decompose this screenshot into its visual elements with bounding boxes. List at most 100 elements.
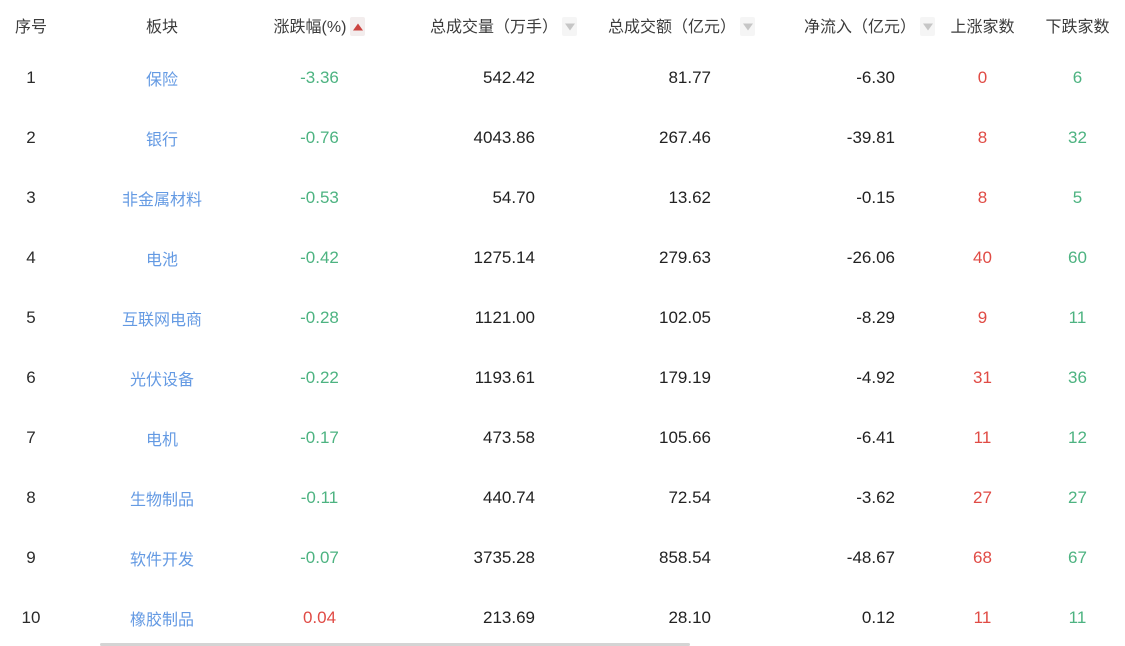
cell-net-inflow: -6.30 (856, 68, 895, 87)
sort-down-icon[interactable] (920, 17, 935, 37)
triangle-down-icon (742, 23, 753, 31)
column-header-label: 涨跌幅(%) (273, 18, 347, 36)
table-header: 序号 板块 涨跌幅(%) 总成交量（万手） 总成交额（亿元） 净流入（亿元） (0, 0, 1125, 48)
cell-index: 3 (26, 188, 36, 207)
cell-gainers: 11 (973, 608, 992, 627)
table-row: 3 非金属材料 -0.53 54.70 13.62 -0.15 8 5 (0, 168, 1125, 228)
column-header-label: 序号 (14, 19, 47, 36)
cell-volume: 3735.28 (473, 548, 535, 567)
sector-table-body: 1 保险 -3.36 542.42 81.77 -6.30 0 6 2 银行 -0.76 4043.8… (0, 48, 1125, 646)
header-row: 序号 板块 涨跌幅(%) 总成交量（万手） 总成交额（亿元） 净流入（亿元） (0, 0, 1125, 48)
table-row: 8 生物制品 -0.11 440.74 72.54 -3.62 27 27 (0, 468, 1125, 528)
cell-index: 2 (26, 128, 36, 147)
table-row: 2 银行 -0.76 4043.86 267.46 -39.81 8 32 (0, 108, 1125, 168)
cell-change-pct: -0.11 (300, 488, 339, 507)
column-header-change-pct[interactable]: 涨跌幅(%) (262, 0, 377, 48)
cell-losers: 67 (1068, 548, 1087, 567)
cell-turnover: 13.62 (668, 188, 711, 207)
cell-turnover: 279.63 (659, 248, 711, 267)
cell-losers: 6 (1072, 68, 1083, 87)
cell-volume: 213.69 (483, 608, 535, 627)
sector-link[interactable]: 软件开发 (129, 552, 194, 569)
cell-sector: 生物制品 (62, 468, 262, 528)
cell-losers: 32 (1068, 128, 1087, 147)
triangle-up-icon (352, 23, 363, 31)
column-header-net-inflow[interactable]: 净流入（亿元） (755, 0, 935, 48)
cell-gainers: 8 (977, 188, 988, 207)
horizontal-scrollbar[interactable] (100, 643, 690, 646)
cell-index: 5 (26, 308, 36, 327)
cell-net-inflow: -0.15 (856, 188, 895, 207)
cell-change-pct: -3.36 (300, 68, 339, 87)
cell-change-pct: -0.53 (300, 188, 339, 207)
cell-gainers: 31 (973, 368, 992, 387)
sort-down-icon[interactable] (562, 17, 577, 37)
table-row: 4 电池 -0.42 1275.14 279.63 -26.06 40 60 (0, 228, 1125, 288)
cell-sector: 互联网电商 (62, 288, 262, 348)
table-row: 10 橡胶制品 0.04 213.69 28.10 0.12 11 11 (0, 588, 1125, 646)
cell-sector: 银行 (62, 108, 262, 168)
sector-link[interactable]: 橡胶制品 (129, 612, 194, 629)
sector-link[interactable]: 非金属材料 (121, 192, 202, 209)
cell-net-inflow: -26.06 (846, 248, 895, 267)
cell-net-inflow: -48.67 (846, 548, 895, 567)
cell-net-inflow: -4.92 (856, 368, 895, 387)
sector-link[interactable]: 银行 (145, 132, 178, 149)
cell-turnover: 102.05 (659, 308, 711, 327)
cell-change-pct: -0.28 (300, 308, 339, 327)
sector-link[interactable]: 互联网电商 (121, 312, 202, 329)
cell-net-inflow: -39.81 (846, 128, 895, 147)
sector-link[interactable]: 生物制品 (129, 492, 194, 509)
cell-sector: 软件开发 (62, 528, 262, 588)
table-row: 6 光伏设备 -0.22 1193.61 179.19 -4.92 31 36 (0, 348, 1125, 408)
table-row: 5 互联网电商 -0.28 1121.00 102.05 -8.29 9 11 (0, 288, 1125, 348)
cell-gainers: 8 (977, 128, 988, 147)
cell-index: 4 (26, 248, 36, 267)
column-header-label: 总成交量（万手） (429, 18, 558, 36)
cell-volume: 473.58 (483, 428, 535, 447)
cell-volume: 4043.86 (473, 128, 535, 147)
cell-volume: 1193.61 (474, 368, 535, 387)
table-row: 7 电机 -0.17 473.58 105.66 -6.41 11 12 (0, 408, 1125, 468)
cell-volume: 440.74 (483, 488, 535, 507)
column-header-index: 序号 (0, 0, 62, 48)
sector-link[interactable]: 电机 (145, 432, 178, 449)
cell-net-inflow: -6.41 (856, 428, 895, 447)
cell-volume: 54.70 (492, 188, 535, 207)
sector-link[interactable]: 保险 (145, 72, 178, 89)
cell-change-pct: -0.07 (300, 548, 339, 567)
column-header-turnover[interactable]: 总成交额（亿元） (577, 0, 755, 48)
cell-turnover: 179.19 (659, 368, 711, 387)
column-header-label: 总成交额（亿元） (607, 18, 736, 36)
cell-net-inflow: -8.29 (856, 308, 895, 327)
column-header-volume[interactable]: 总成交量（万手） (377, 0, 577, 48)
cell-change-pct: -0.22 (300, 368, 339, 387)
cell-net-inflow: 0.12 (861, 608, 895, 627)
cell-losers: 36 (1068, 368, 1087, 387)
cell-sector: 保险 (62, 48, 262, 108)
cell-gainers: 68 (973, 548, 992, 567)
cell-index: 7 (26, 428, 36, 447)
cell-losers: 60 (1068, 248, 1087, 267)
sort-down-icon[interactable] (740, 17, 755, 37)
cell-index: 10 (21, 608, 41, 627)
column-header-sector: 板块 (62, 0, 262, 48)
cell-volume: 1275.14 (473, 248, 535, 267)
cell-volume: 542.42 (483, 68, 535, 87)
cell-losers: 11 (1068, 608, 1087, 627)
cell-index: 6 (26, 368, 36, 387)
sector-link[interactable]: 电池 (145, 252, 178, 269)
sector-link[interactable]: 光伏设备 (129, 372, 194, 389)
cell-losers: 12 (1068, 428, 1087, 447)
triangle-down-icon (922, 23, 933, 31)
table-row: 1 保险 -3.36 542.42 81.77 -6.30 0 6 (0, 48, 1125, 108)
cell-sector: 电机 (62, 408, 262, 468)
triangle-down-icon (564, 23, 575, 31)
sort-up-icon[interactable] (350, 17, 366, 37)
column-header-label: 净流入（亿元） (803, 18, 916, 36)
cell-losers: 5 (1072, 188, 1083, 207)
cell-gainers: 0 (977, 68, 988, 87)
column-header-label: 板块 (145, 19, 178, 36)
